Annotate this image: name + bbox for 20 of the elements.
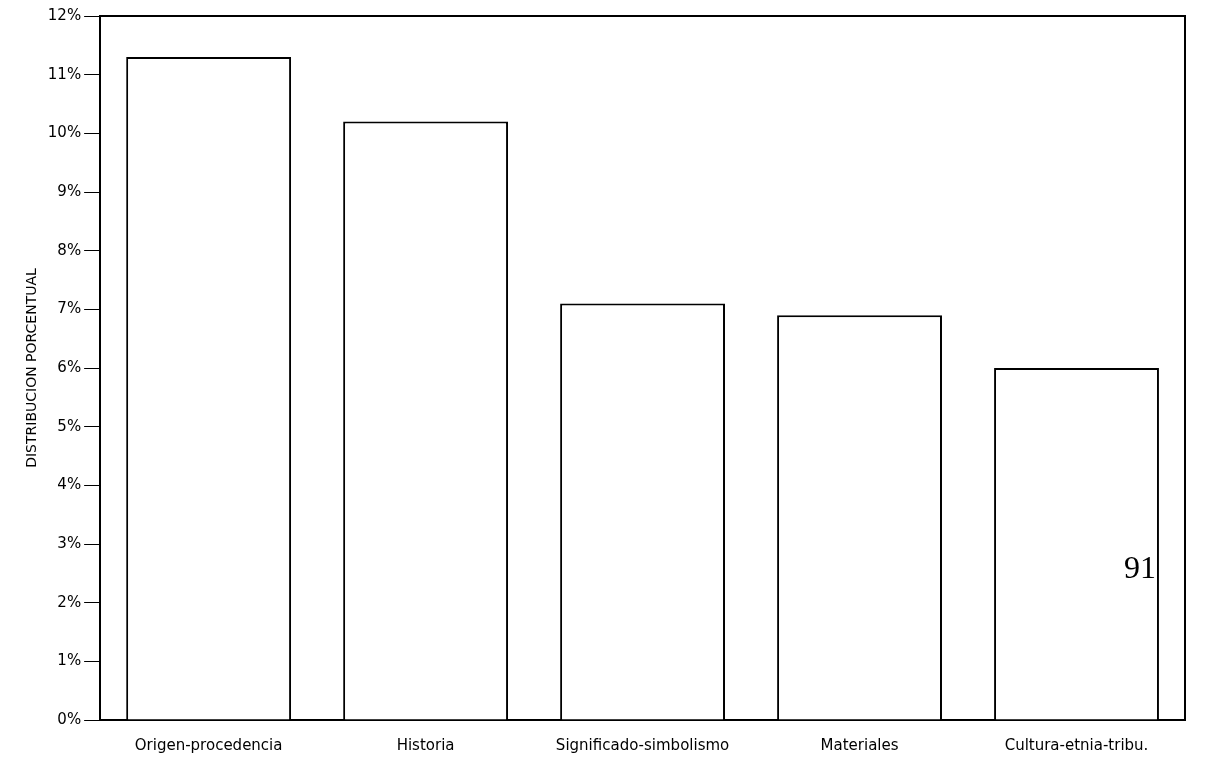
x-tick-label: Significado-simbolismo — [555, 735, 730, 754]
y-tick-label: 2% — [57, 592, 82, 611]
y-tick-label: 4% — [57, 475, 82, 494]
y-tick-label: 12% — [47, 5, 82, 24]
y-tick-label: 11% — [47, 64, 82, 83]
y-tick-label: 8% — [57, 240, 82, 259]
y-tick-label: 3% — [57, 533, 82, 552]
y-tick-label: 9% — [57, 181, 82, 200]
y-tick-label: 6% — [57, 357, 82, 376]
y-tick-label: 10% — [47, 123, 82, 142]
y-axis-title: DISTRIBUCION PORCENTUAL — [23, 267, 40, 468]
y-tick-label: 7% — [57, 299, 82, 318]
x-tick-label: Materiales — [820, 735, 899, 754]
y-tick-label: 5% — [57, 416, 82, 435]
x-tick-label: Cultura-etnia-tribu. — [1004, 735, 1149, 754]
x-tick-label: Historia — [396, 735, 455, 754]
x-tick-label: Origen-procedencia — [134, 735, 283, 754]
y-tick-label: 1% — [57, 651, 82, 670]
annotation: 91 — [1124, 549, 1156, 586]
y-tick-label: 0% — [57, 709, 82, 728]
